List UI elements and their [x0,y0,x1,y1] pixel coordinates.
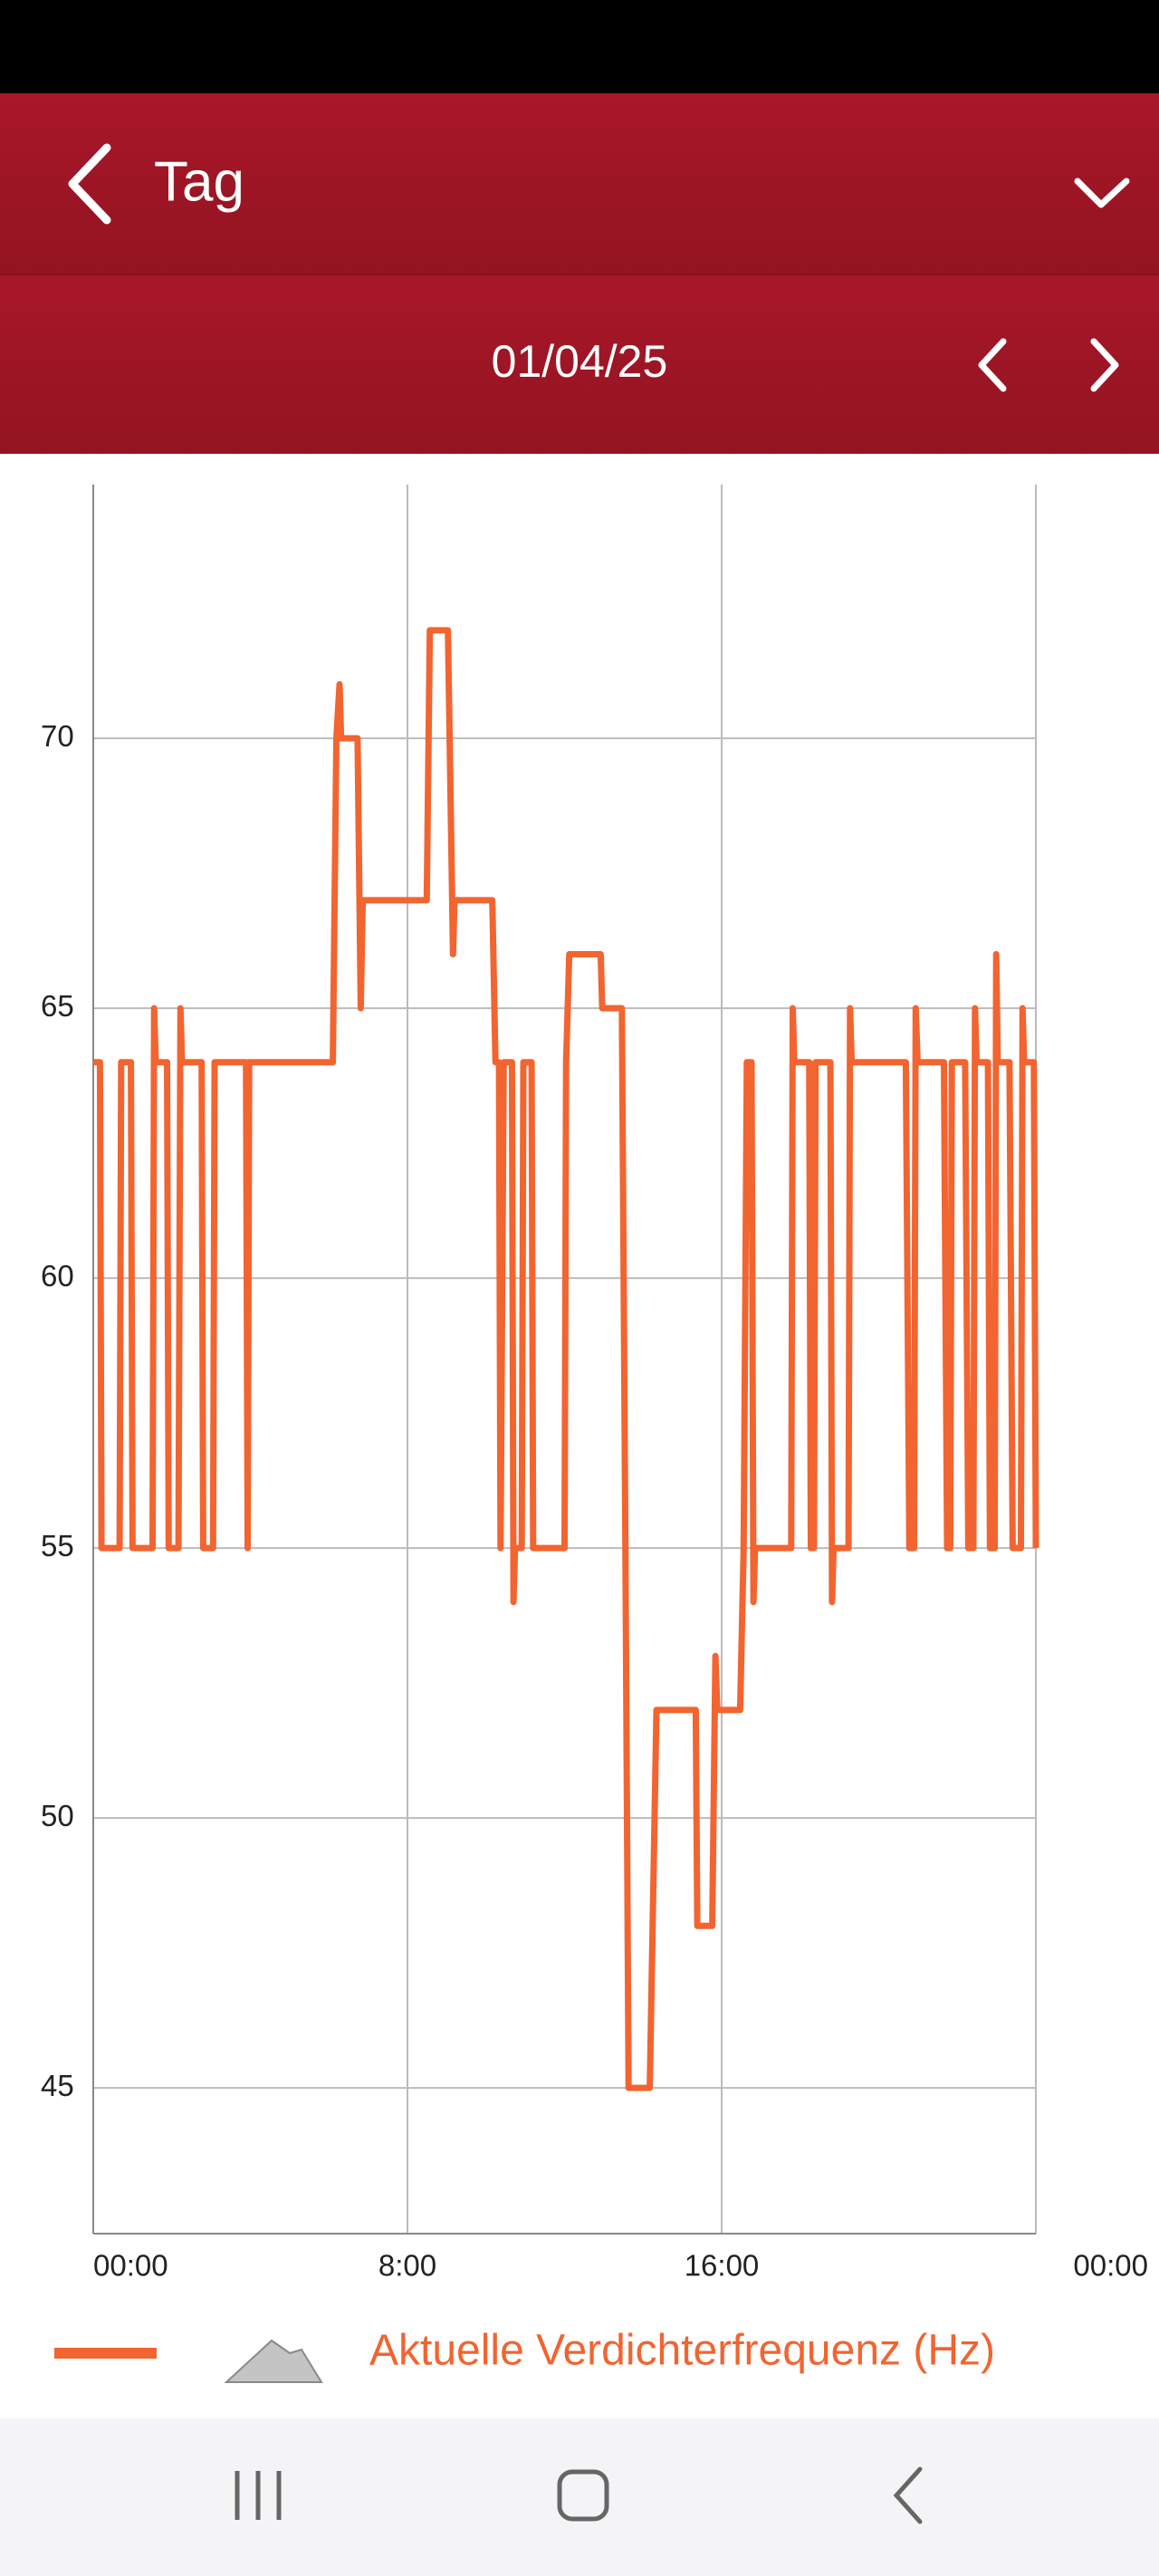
x-tick-label: 00:00 [93,2249,168,2283]
y-tick-label: 55 [41,1529,74,1562]
y-tick-label: 60 [41,1259,74,1293]
y-tick-label: 65 [41,989,74,1023]
y-tick-label: 70 [41,719,74,753]
home[interactable] [557,2469,609,2522]
next-day[interactable] [1090,338,1119,392]
legend-label: Aktuelle Verdichterfrequenz (Hz) [369,2327,995,2375]
recent-apps[interactable] [235,2471,282,2520]
date-label: 01/04/25 [492,336,668,387]
x-tick-label: 16:00 [685,2249,760,2283]
nav-icons [235,2466,923,2524]
header-title: Tag [154,150,244,213]
previous-day[interactable] [978,338,1007,392]
legend-area-icon [224,2339,323,2383]
y-tick-label: 50 [41,1799,74,1832]
app-header [0,93,1159,274]
status-bar [0,0,1159,93]
chart: 45 50 55 60 65 70 00:00 8:00 16:00 00:00 Aktuelle … [41,485,1148,2383]
x-tick-label: 8:00 [378,2249,436,2283]
date-bar [0,274,1159,454]
dropdown-button[interactable] [1074,178,1130,208]
data-line [93,627,1039,2091]
system-back[interactable] [893,2466,923,2524]
y-tick-label: 45 [41,2069,74,2102]
x-tick-label: 00:00 [1073,2249,1148,2283]
nav-bar [0,2418,1159,2576]
back-button[interactable] [68,143,111,225]
